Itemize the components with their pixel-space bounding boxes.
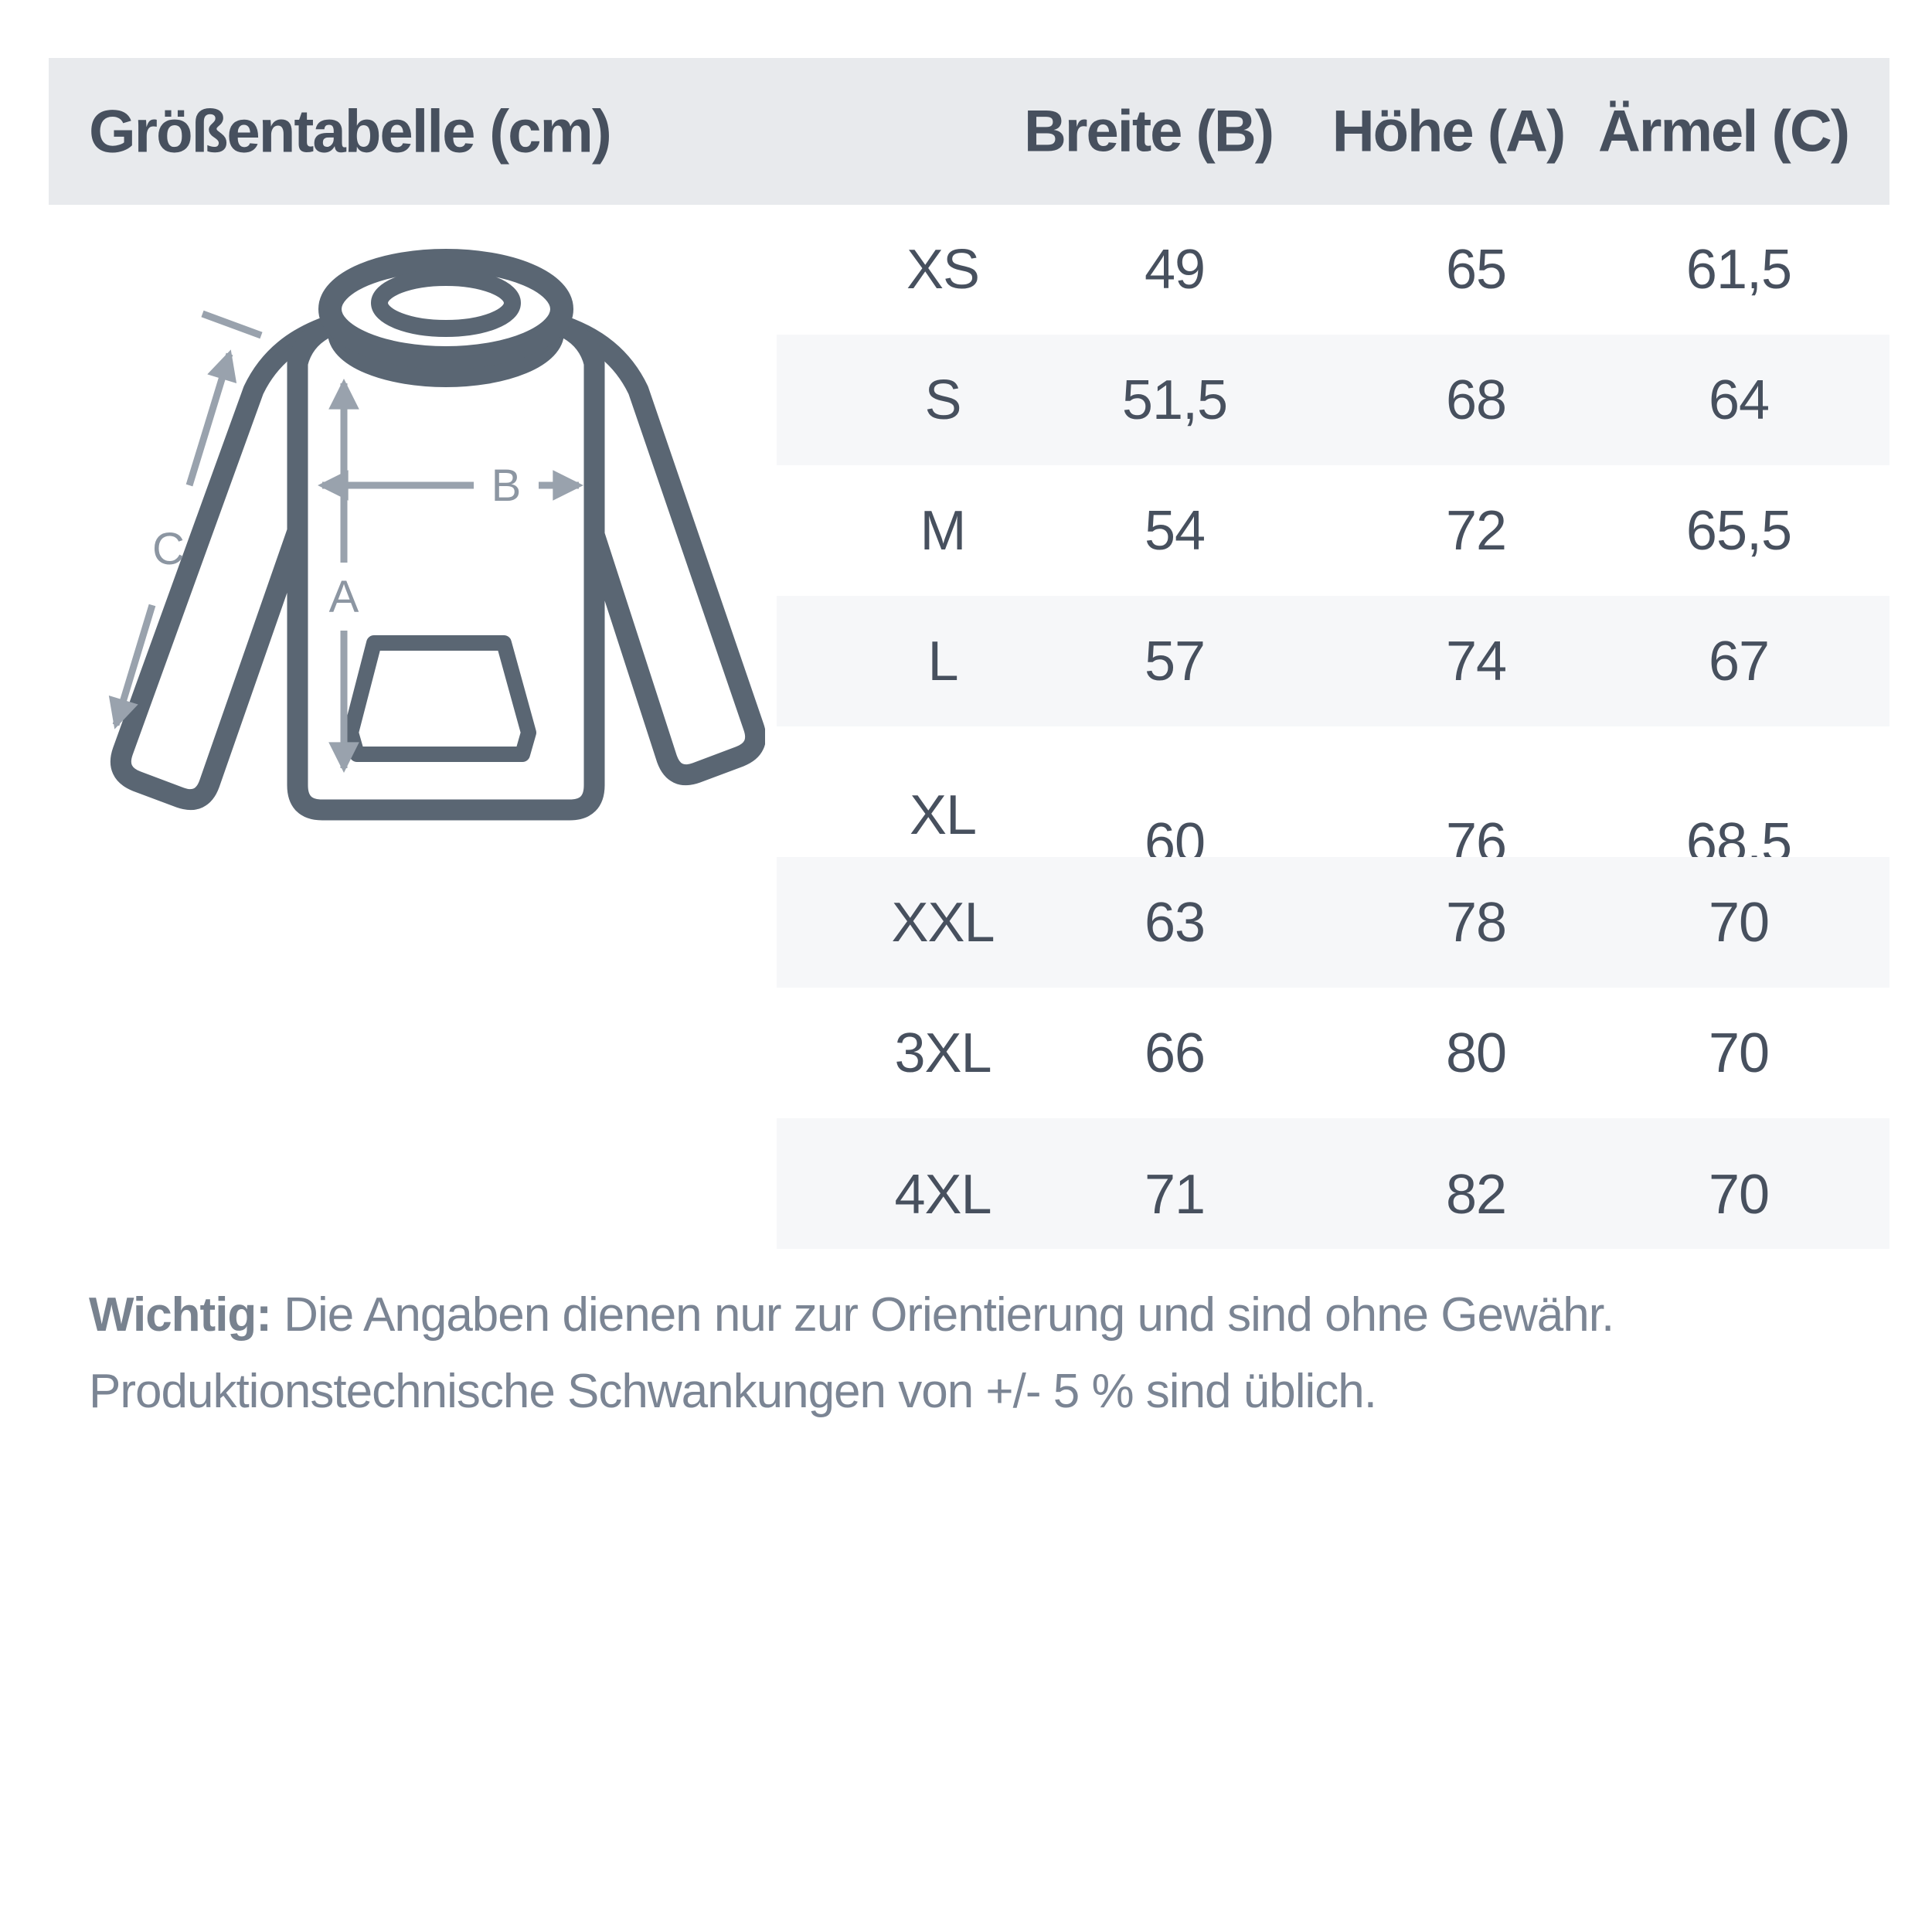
column-header-aermel: Ärmel (C) (1597, 98, 1850, 165)
size-label: XL (909, 784, 977, 846)
size-table: XS 49 65 61,5 S 51,5 68 64 M 54 72 65,5 … (777, 204, 1889, 1249)
hoehe-value: 78 (1445, 891, 1507, 954)
aermel-value: 67 (1708, 630, 1770, 692)
hoehe-value: 72 (1445, 499, 1507, 562)
dimension-label-a: A (329, 572, 359, 622)
hoehe-value: 82 (1445, 1163, 1507, 1226)
footer-important-label: Wichtig: (89, 1288, 272, 1342)
hoodie-pocket (343, 635, 536, 762)
breite-value: 49 (1144, 238, 1206, 301)
size-label: M (920, 499, 967, 562)
arrow-c-lower (108, 604, 156, 730)
breite-value: 63 (1144, 891, 1206, 954)
table-row-l: L 57 74 67 (777, 596, 1889, 726)
header-band: Größentabelle (cm) Breite (B) Höhe (A) Ä… (49, 58, 1889, 205)
dimension-label-b: B (492, 461, 522, 511)
hoehe-value: 80 (1445, 1022, 1507, 1084)
aermel-value: 70 (1708, 891, 1770, 954)
column-header-hoehe: Höhe (A) (1332, 98, 1566, 165)
table-row-m: M 54 72 65,5 (777, 465, 1889, 596)
footer-note: Wichtig: Die Angaben dienen nur zur Orie… (89, 1277, 1913, 1430)
dimension-label-c: C (152, 524, 185, 574)
size-label: 3XL (894, 1022, 992, 1084)
breite-value: 57 (1144, 630, 1206, 692)
table-row-4xl: 4XL 71 82 70 (777, 1118, 1889, 1249)
breite-value: 71 (1144, 1163, 1206, 1226)
table-row-xs: XS 49 65 61,5 (777, 204, 1889, 335)
footer-line-2: Produktionstechnische Schwankungen von +… (89, 1365, 1377, 1418)
size-label: 4XL (894, 1163, 992, 1226)
hoodie-left-sleeve (110, 312, 349, 811)
arrow-c-upper (185, 349, 237, 487)
arrow-c-end-tick (201, 310, 263, 339)
aermel-value: 70 (1708, 1163, 1770, 1226)
breite-value: 66 (1144, 1022, 1206, 1084)
table-row-s: S 51,5 68 64 (777, 335, 1889, 465)
column-header-breite: Breite (B) (1023, 98, 1274, 165)
table-row-xxl: XXL 63 78 70 (777, 857, 1889, 988)
hoodie-hood-opening (371, 269, 521, 337)
table-row-xl: XL 60 76 68,5 (777, 726, 1889, 874)
size-label: XXL (891, 891, 995, 954)
size-label: L (927, 630, 958, 692)
breite-value: 51,5 (1121, 369, 1228, 431)
hoehe-value: 68 (1445, 369, 1507, 431)
aermel-value: 70 (1708, 1022, 1770, 1084)
table-row-3xl: 3XL 66 80 70 (777, 988, 1889, 1118)
size-label: S (924, 369, 961, 431)
breite-value: 54 (1144, 499, 1206, 562)
hoodie-measurement-diagram: A B C (108, 249, 765, 821)
hoehe-value: 74 (1445, 630, 1507, 692)
page-title: Größentabelle (cm) (89, 97, 612, 165)
footer-line-1-text: Die Angaben dienen nur zur Orientierung … (270, 1288, 1614, 1342)
aermel-value: 61,5 (1685, 238, 1792, 301)
footer-line-1: Wichtig: Die Angaben dienen nur zur Orie… (89, 1277, 1913, 1353)
size-label: XS (906, 238, 980, 301)
hoehe-value: 65 (1445, 238, 1507, 301)
aermel-value: 65,5 (1685, 499, 1792, 562)
aermel-value: 64 (1708, 369, 1770, 431)
